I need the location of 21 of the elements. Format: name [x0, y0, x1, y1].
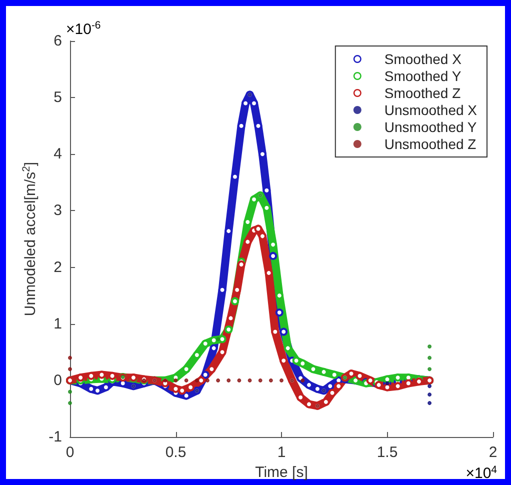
legend-label: Smoothed Z: [384, 85, 462, 101]
legend-label: Smoothed Y: [384, 68, 462, 84]
y-tick-label: 0: [54, 372, 62, 389]
y-tick-label: -1: [48, 428, 62, 446]
legend-label: Unsmoothed X: [384, 102, 478, 118]
y-tick-label: 6: [54, 32, 62, 50]
legend-label: Unsmoothed Z: [384, 136, 477, 152]
x-tick-label: 1.5: [376, 444, 398, 461]
y-axis-title: Unmodeled accel[m/s2]: [20, 162, 39, 316]
y-tick-label: 5: [54, 89, 62, 106]
y-tick-label: 1: [54, 315, 62, 332]
legend-label: Unsmoothed Y: [384, 119, 478, 135]
x-tick-label: 1: [277, 444, 286, 461]
x-tick-label: 2: [488, 444, 498, 461]
y-tick-label: 2: [54, 258, 62, 276]
x-axis-title: Time [s]: [255, 464, 308, 481]
legend-label: Smoothed X: [384, 51, 462, 67]
y-tick-label: 3: [54, 202, 62, 220]
x-tick-label: 0: [66, 444, 74, 461]
y-tick-label: 4: [54, 146, 62, 163]
x-tick-label: 0.5: [165, 444, 186, 461]
